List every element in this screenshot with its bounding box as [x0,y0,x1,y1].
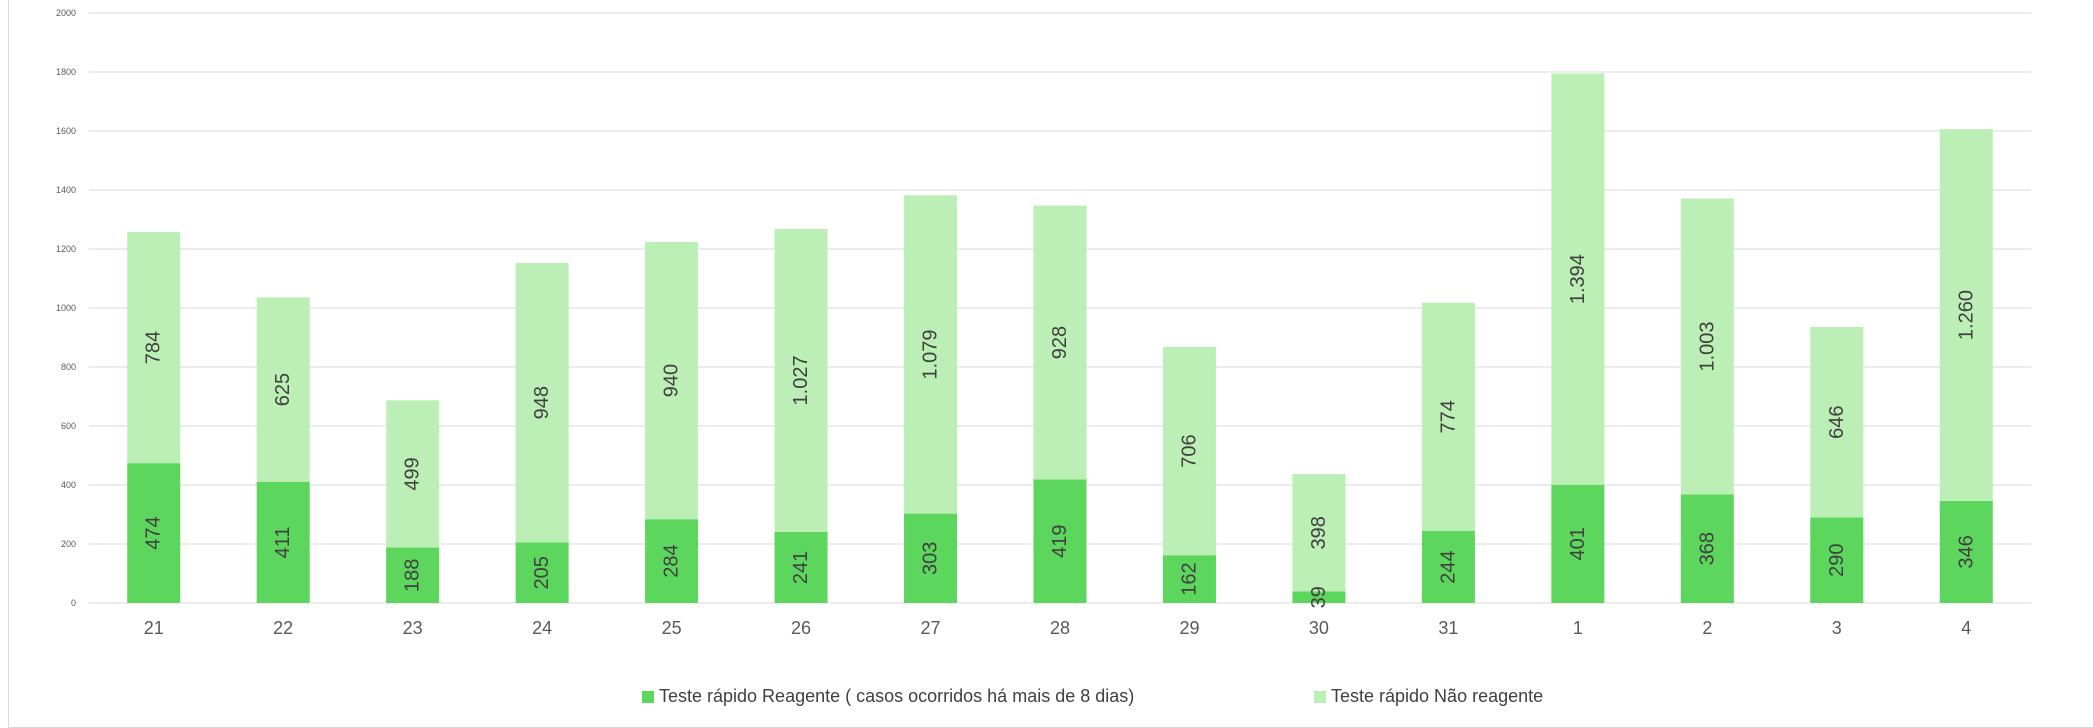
bar-segment-reagente [1292,591,1346,603]
bar-segment-nao-reagente [256,297,310,482]
legend-label-nao-reagente: Teste rápido Não reagente [1331,686,1544,706]
x-tick-label: 22 [273,618,293,638]
data-label: 419 [1049,525,1071,558]
bar-segment-nao-reagente [645,241,699,520]
bar-segment-reagente [774,531,828,603]
data-label: 940 [661,364,683,397]
y-tick-label: 1600 [56,126,76,136]
data-label: 241 [790,551,812,584]
bar-segment-reagente [1810,517,1864,603]
data-label: 205 [531,556,553,589]
bar-segment-reagente [1680,494,1734,603]
y-tick-label: 600 [61,421,76,431]
bar-segment-reagente [1162,555,1216,603]
data-label: 411 [272,526,294,558]
data-label: 948 [531,386,553,419]
bar-segment-nao-reagente [1939,129,1993,501]
bar-segment-reagente [645,519,699,603]
data-label: 499 [402,457,424,490]
bar-segment-nao-reagente [1292,474,1346,592]
data-label: 1.079 [920,329,942,379]
x-tick-label: 29 [1179,618,1199,638]
data-label: 646 [1826,405,1848,438]
y-axis-ticks: 0 200 400 600 800 1000 1200 1400 1600 1800 2000 [56,8,76,608]
data-label: 1.394 [1567,254,1589,304]
x-tick-label: 21 [144,618,164,638]
x-axis-ticks: 21 22 23 24 25 26 27 28 29 30 31 1 2 3 4 [144,618,1972,638]
y-tick-label: 800 [61,362,76,372]
bar-segment-reagente [386,547,440,603]
data-label: 162 [1178,562,1200,595]
legend-item-nao-reagente: Teste rápido Não reagente [1314,686,1543,707]
bar-segment-reagente [127,463,181,603]
chart-frame: 0 200 400 600 800 1000 1200 1400 1600 1800 2000 47… [8,0,2093,728]
x-tick-label: 23 [403,618,423,638]
data-label: 188 [402,559,424,592]
data-label: 284 [661,544,683,577]
data-label: 774 [1437,400,1459,433]
bar-segment-reagente [1551,484,1605,603]
bar-segment-nao-reagente [515,262,569,543]
bar-segment-nao-reagente [1810,326,1864,518]
y-tick-label: 1800 [56,67,76,77]
data-labels: 474 784 411 625 188 499 205 948 284 940 241 1.027 30… [143,254,1978,608]
data-label: 290 [1826,544,1848,577]
x-tick-label: 31 [1438,618,1458,638]
x-tick-label: 24 [532,618,552,638]
data-label: 474 [143,516,165,549]
bar-segment-nao-reagente [386,400,440,548]
bar-segment-nao-reagente [127,231,181,464]
data-label: 1.027 [790,355,812,405]
x-tick-label: 30 [1309,618,1329,638]
data-label: 928 [1049,326,1071,359]
data-label: 39 [1308,586,1330,608]
x-tick-label: 3 [1832,618,1842,638]
data-label: 784 [143,331,165,364]
x-tick-label: 4 [1961,618,1971,638]
x-tick-label: 2 [1702,618,1712,638]
y-tick-label: 0 [71,598,76,608]
y-tick-label: 1200 [56,244,76,254]
data-label: 368 [1696,532,1718,565]
bars [127,73,1993,603]
y-tick-label: 400 [61,480,76,490]
data-label: 401 [1567,527,1589,560]
y-tick-label: 2000 [56,8,76,18]
legend-item-reagente: Teste rápido Reagente ( casos ocorridos … [642,686,1134,707]
bar-segment-nao-reagente [1033,205,1087,480]
data-label: 1.003 [1696,321,1718,371]
y-tick-label: 1400 [56,185,76,195]
bar-segment-nao-reagente [1162,346,1216,556]
x-tick-label: 26 [791,618,811,638]
bar-segment-nao-reagente [1680,198,1734,495]
bar-segment-reagente [256,481,310,603]
data-label: 706 [1178,434,1200,467]
legend-label-reagente: Teste rápido Reagente ( casos ocorridos … [659,686,1135,706]
data-label: 346 [1955,535,1977,568]
bar-segment-nao-reagente [1551,73,1605,485]
data-label: 625 [272,373,294,406]
data-label: 398 [1308,516,1330,549]
data-label: 1.260 [1955,290,1977,340]
bar-segment-nao-reagente [904,195,958,514]
bar-segment-nao-reagente [1421,302,1475,532]
bar-segment-reagente [1033,479,1087,603]
x-tick-label: 27 [921,618,941,638]
bar-segment-nao-reagente [774,228,828,532]
bar-segment-reagente [904,513,958,603]
y-tick-label: 200 [61,539,76,549]
x-tick-label: 25 [662,618,682,638]
y-tick-label: 1000 [56,303,76,313]
bar-segment-reagente [1939,500,1993,603]
x-tick-label: 28 [1050,618,1070,638]
data-label: 303 [920,542,942,575]
x-tick-label: 1 [1573,618,1583,638]
bar-segment-reagente [515,542,569,603]
legend-swatch-nao-reagente [1314,690,1326,703]
legend-swatch-reagente [642,690,654,703]
data-label: 244 [1437,550,1459,583]
bar-segment-reagente [1421,531,1475,603]
